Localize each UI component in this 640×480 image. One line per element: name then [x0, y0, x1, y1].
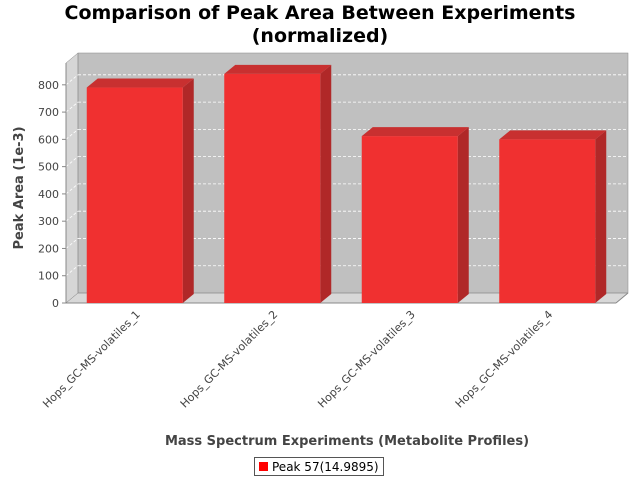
gridline-side [65, 183, 79, 195]
gridline-side [65, 210, 79, 222]
legend-label: Peak 57(14.9895) [272, 459, 379, 474]
bar [361, 136, 458, 303]
gridline-side [65, 238, 79, 249]
plot-side-wall [65, 52, 79, 304]
chart-title-line-2: (normalized) [251, 25, 389, 47]
bar [86, 87, 183, 303]
gridline-side [65, 265, 79, 277]
bar-top [224, 64, 332, 74]
bar-side [457, 127, 469, 303]
chart-title: Comparison of Peak Area Between Experime… [0, 2, 640, 48]
x-axis-title: Mass Spectrum Experiments (Metabolite Pr… [165, 434, 529, 449]
x-tick-label: Hops_GC-MS-volatiles_2 [178, 308, 281, 411]
x-tick-label: Hops_GC-MS-volatiles_1 [40, 308, 143, 411]
y-tick-label: 300 [38, 215, 59, 228]
gridline-side [65, 74, 79, 86]
y-tick-label: 200 [38, 242, 59, 255]
y-tick-label: 700 [38, 106, 59, 119]
bar-side [182, 78, 194, 303]
legend-swatch [259, 462, 268, 471]
x-axis-end [615, 292, 629, 304]
chart-title-line-1: Comparison of Peak Area Between Experime… [64, 2, 576, 24]
plot-back-outline [77, 52, 629, 294]
bar-side [595, 130, 607, 303]
bar-side [320, 64, 332, 303]
y-tick-label: 400 [38, 188, 59, 201]
bar [224, 73, 321, 303]
gridline-side [65, 129, 79, 140]
gridline-side [65, 156, 79, 167]
gridline-side [65, 101, 79, 113]
y-tick-label: 800 [38, 79, 59, 92]
y-tick-label: 600 [38, 133, 59, 146]
legend: Peak 57(14.9895) [254, 457, 384, 476]
bar [499, 139, 596, 303]
bar-top [361, 127, 469, 137]
y-tick-label: 100 [38, 270, 59, 283]
y-axis-title: Peak Area (1e-3) [12, 126, 27, 249]
x-tick-label: Hops_GC-MS-volatiles_4 [453, 308, 556, 411]
y-tick-label: 500 [38, 161, 59, 174]
y-tick-label: 0 [52, 297, 59, 310]
bar-top [499, 130, 607, 140]
x-tick-label: Hops_GC-MS-volatiles_3 [315, 308, 418, 411]
bar-top [86, 78, 194, 88]
